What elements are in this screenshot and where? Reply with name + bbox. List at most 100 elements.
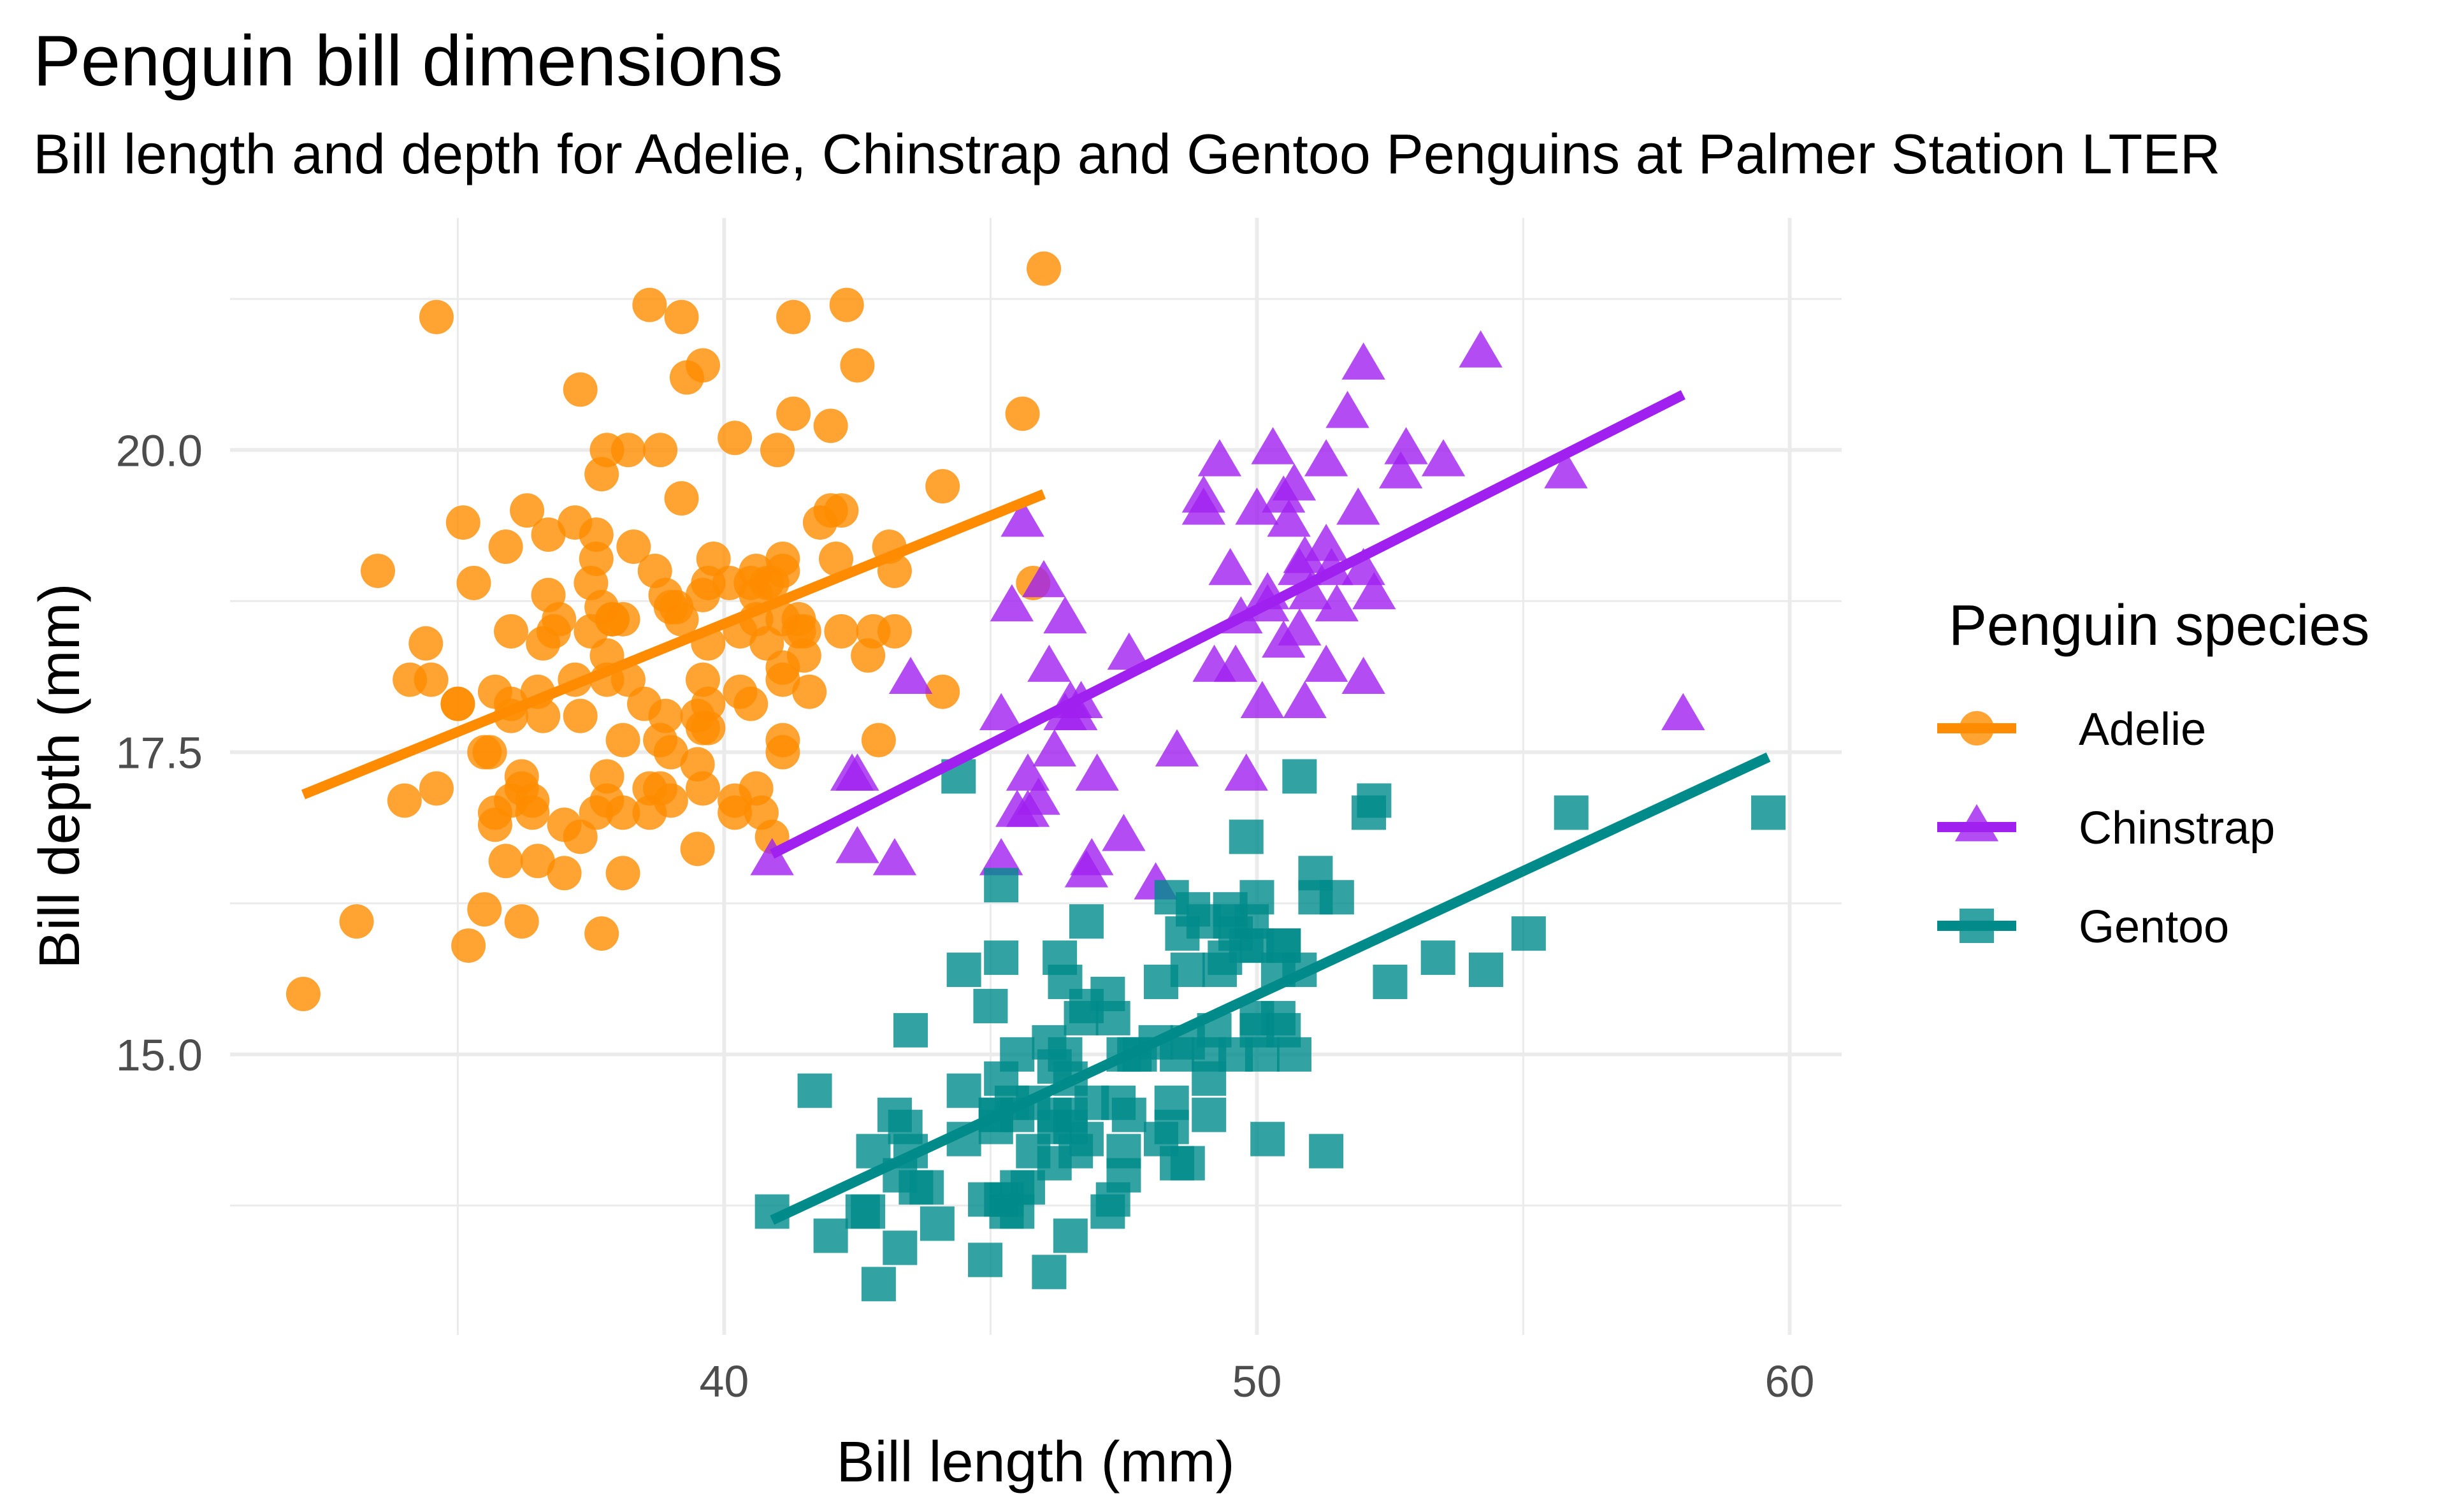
y-tick-label: 20.0	[116, 426, 203, 475]
data-point-chinstrap	[1283, 680, 1327, 718]
data-point-adelie	[579, 795, 614, 830]
y-tick-label: 17.5	[116, 728, 203, 778]
data-point-adelie	[925, 469, 960, 504]
data-point-chinstrap	[990, 584, 1034, 622]
data-point-adelie	[488, 529, 523, 565]
data-point-adelie	[643, 433, 678, 468]
data-point-chinstrap	[835, 826, 879, 863]
data-point-chinstrap	[1181, 475, 1226, 513]
data-point-chinstrap	[1032, 729, 1076, 767]
data-point-adelie	[610, 433, 646, 468]
data-point-gentoo	[1032, 1255, 1067, 1290]
data-point-chinstrap	[872, 838, 917, 875]
data-point-adelie	[760, 433, 795, 468]
data-point-chinstrap	[1341, 656, 1385, 695]
chart-title: Penguin bill dimensions	[33, 21, 783, 101]
data-point-adelie	[829, 287, 864, 322]
data-point-gentoo	[1192, 1037, 1227, 1072]
data-point-chinstrap	[1102, 814, 1146, 851]
data-point-gentoo	[968, 1242, 1003, 1278]
data-point-gentoo	[1229, 819, 1264, 854]
data-point-adelie	[691, 710, 726, 745]
data-point-adelie	[467, 892, 502, 927]
data-point-gentoo	[1069, 904, 1104, 939]
data-point-gentoo	[1250, 1121, 1285, 1156]
data-point-chinstrap	[1341, 342, 1385, 380]
data-point-adelie	[387, 783, 422, 818]
data-point-adelie	[765, 662, 800, 697]
data-point-adelie	[792, 674, 827, 709]
data-point-adelie	[718, 421, 753, 456]
data-point-adelie	[472, 735, 507, 770]
data-point-gentoo	[1420, 940, 1455, 976]
data-point-adelie	[605, 795, 640, 830]
data-point-gentoo	[1074, 1085, 1109, 1120]
data-point-chinstrap	[888, 656, 933, 695]
data-point-adelie	[488, 844, 523, 879]
data-point-adelie	[643, 723, 678, 758]
legend: Penguin species Adelie Chinstrap Gentoo	[1937, 594, 2369, 953]
data-point-gentoo	[920, 1206, 955, 1241]
data-point-gentoo	[1048, 1037, 1083, 1072]
x-tick-label: 50	[1232, 1357, 1282, 1406]
data-point-adelie	[1027, 251, 1062, 286]
data-point-chinstrap	[1251, 427, 1295, 464]
data-point-gentoo	[1234, 904, 1269, 939]
data-point-chinstrap	[1267, 500, 1311, 537]
data-point-chinstrap	[1278, 608, 1322, 646]
data-point-gentoo	[1373, 965, 1408, 1000]
legend-label: Gentoo	[2079, 902, 2229, 953]
y-axis-ticks: 15.0 17.5 20.0	[116, 426, 203, 1080]
data-point-gentoo	[1069, 1121, 1104, 1156]
data-point-gentoo	[883, 1230, 918, 1265]
data-point-gentoo	[1053, 1218, 1088, 1253]
data-point-adelie	[818, 542, 853, 577]
data-point-chinstrap	[979, 838, 1023, 875]
data-point-chinstrap	[1075, 753, 1119, 791]
data-point-gentoo	[1048, 965, 1083, 1000]
data-point-adelie	[451, 928, 486, 963]
data-point-adelie	[579, 542, 614, 577]
data-point-adelie	[563, 698, 598, 733]
data-point-chinstrap	[1224, 753, 1268, 791]
data-point-adelie	[925, 674, 960, 709]
data-point-gentoo	[1309, 1134, 1344, 1169]
data-point-adelie	[733, 686, 769, 721]
legend-item-gentoo: Gentoo	[1937, 902, 2229, 953]
data-point-chinstrap	[1352, 572, 1396, 610]
data-point-adelie	[744, 795, 779, 830]
data-point-chinstrap	[1006, 789, 1050, 827]
data-point-gentoo	[1143, 965, 1178, 1000]
data-point-adelie	[589, 759, 624, 794]
data-point-adelie	[776, 299, 811, 335]
trend-line-adelie	[301, 489, 1046, 800]
data-point-gentoo	[973, 988, 1008, 1023]
data-point-adelie	[749, 626, 784, 661]
data-point-gentoo	[1154, 1109, 1189, 1144]
data-point-adelie	[504, 904, 539, 939]
data-point-gentoo	[1266, 1012, 1301, 1048]
data-point-chinstrap	[1235, 487, 1279, 525]
legend-label: Chinstrap	[2079, 803, 2275, 854]
legend-title: Penguin species	[1949, 594, 2369, 658]
data-point-chinstrap	[1155, 729, 1199, 767]
data-point-adelie	[605, 856, 640, 891]
data-point-gentoo	[1037, 1109, 1072, 1144]
data-point-gentoo	[888, 1109, 923, 1144]
data-point-adelie	[786, 638, 821, 673]
data-point-gentoo	[1282, 759, 1317, 794]
data-point-gentoo	[813, 1218, 848, 1253]
data-point-adelie	[584, 916, 619, 951]
trend-line-chinstrap	[770, 390, 1685, 859]
data-point-adelie	[456, 565, 491, 600]
data-point-adelie	[605, 723, 640, 758]
data-point-chinstrap	[835, 753, 879, 791]
data-point-adelie	[664, 601, 699, 637]
data-point-adelie	[680, 832, 715, 867]
trend-lines	[301, 390, 1771, 1225]
data-point-adelie	[285, 976, 321, 1011]
legend-label: Adelie	[2079, 704, 2206, 755]
data-point-adelie	[510, 493, 545, 528]
series-gentoo	[754, 759, 1786, 1302]
